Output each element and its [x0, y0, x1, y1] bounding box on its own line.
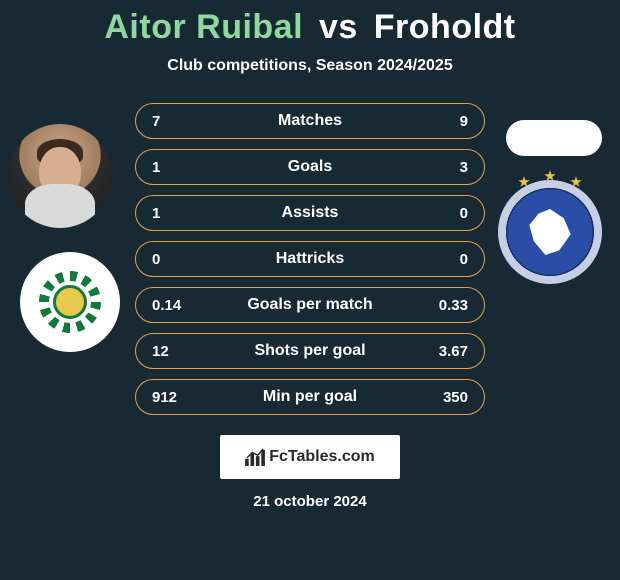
stat-label: Shots per goal — [202, 342, 418, 360]
comparison-title: Aitor Ruibal vs Froholdt — [0, 0, 620, 47]
stat-left-value: 0.14 — [152, 297, 202, 314]
player1-club-crest — [20, 252, 120, 352]
date-label: 21 october 2024 — [0, 493, 620, 510]
stat-label: Goals per match — [202, 296, 418, 314]
fctables-logo: FcTables.com — [220, 435, 400, 479]
player1-photo — [8, 124, 112, 228]
stat-left-value: 1 — [152, 205, 202, 222]
stat-row: 912 Min per goal 350 — [135, 379, 485, 415]
stat-label: Matches — [202, 112, 418, 130]
stat-row: 12 Shots per goal 3.67 — [135, 333, 485, 369]
stat-label: Hattricks — [202, 250, 418, 268]
stat-left-value: 0 — [152, 251, 202, 268]
player2-club-crest — [498, 180, 602, 284]
stat-left-value: 12 — [152, 343, 202, 360]
stat-right-value: 9 — [418, 113, 468, 130]
stat-right-value: 0.33 — [418, 297, 468, 314]
brand-text: FcTables.com — [269, 448, 375, 466]
stat-row: 0.14 Goals per match 0.33 — [135, 287, 485, 323]
vs-separator: vs — [319, 8, 358, 46]
stat-right-value: 350 — [418, 389, 468, 406]
stat-right-value: 0 — [418, 205, 468, 222]
stat-left-value: 1 — [152, 159, 202, 176]
stat-row: 1 Assists 0 — [135, 195, 485, 231]
stat-label: Goals — [202, 158, 418, 176]
stat-left-value: 7 — [152, 113, 202, 130]
stat-row: 7 Matches 9 — [135, 103, 485, 139]
stat-right-value: 0 — [418, 251, 468, 268]
stat-right-value: 3.67 — [418, 343, 468, 360]
player1-name: Aitor Ruibal — [104, 8, 303, 46]
stat-right-value: 3 — [418, 159, 468, 176]
stats-list: 7 Matches 9 1 Goals 3 1 Assists 0 0 Hatt… — [135, 103, 485, 415]
stat-row: 1 Goals 3 — [135, 149, 485, 185]
season-subtitle: Club competitions, Season 2024/2025 — [0, 57, 620, 75]
stat-label: Assists — [202, 204, 418, 222]
player2-name: Froholdt — [374, 8, 516, 46]
bar-chart-icon — [245, 448, 265, 466]
player2-photo-placeholder — [506, 120, 602, 156]
stat-label: Min per goal — [202, 388, 418, 406]
stat-left-value: 912 — [152, 389, 202, 406]
stat-row: 0 Hattricks 0 — [135, 241, 485, 277]
